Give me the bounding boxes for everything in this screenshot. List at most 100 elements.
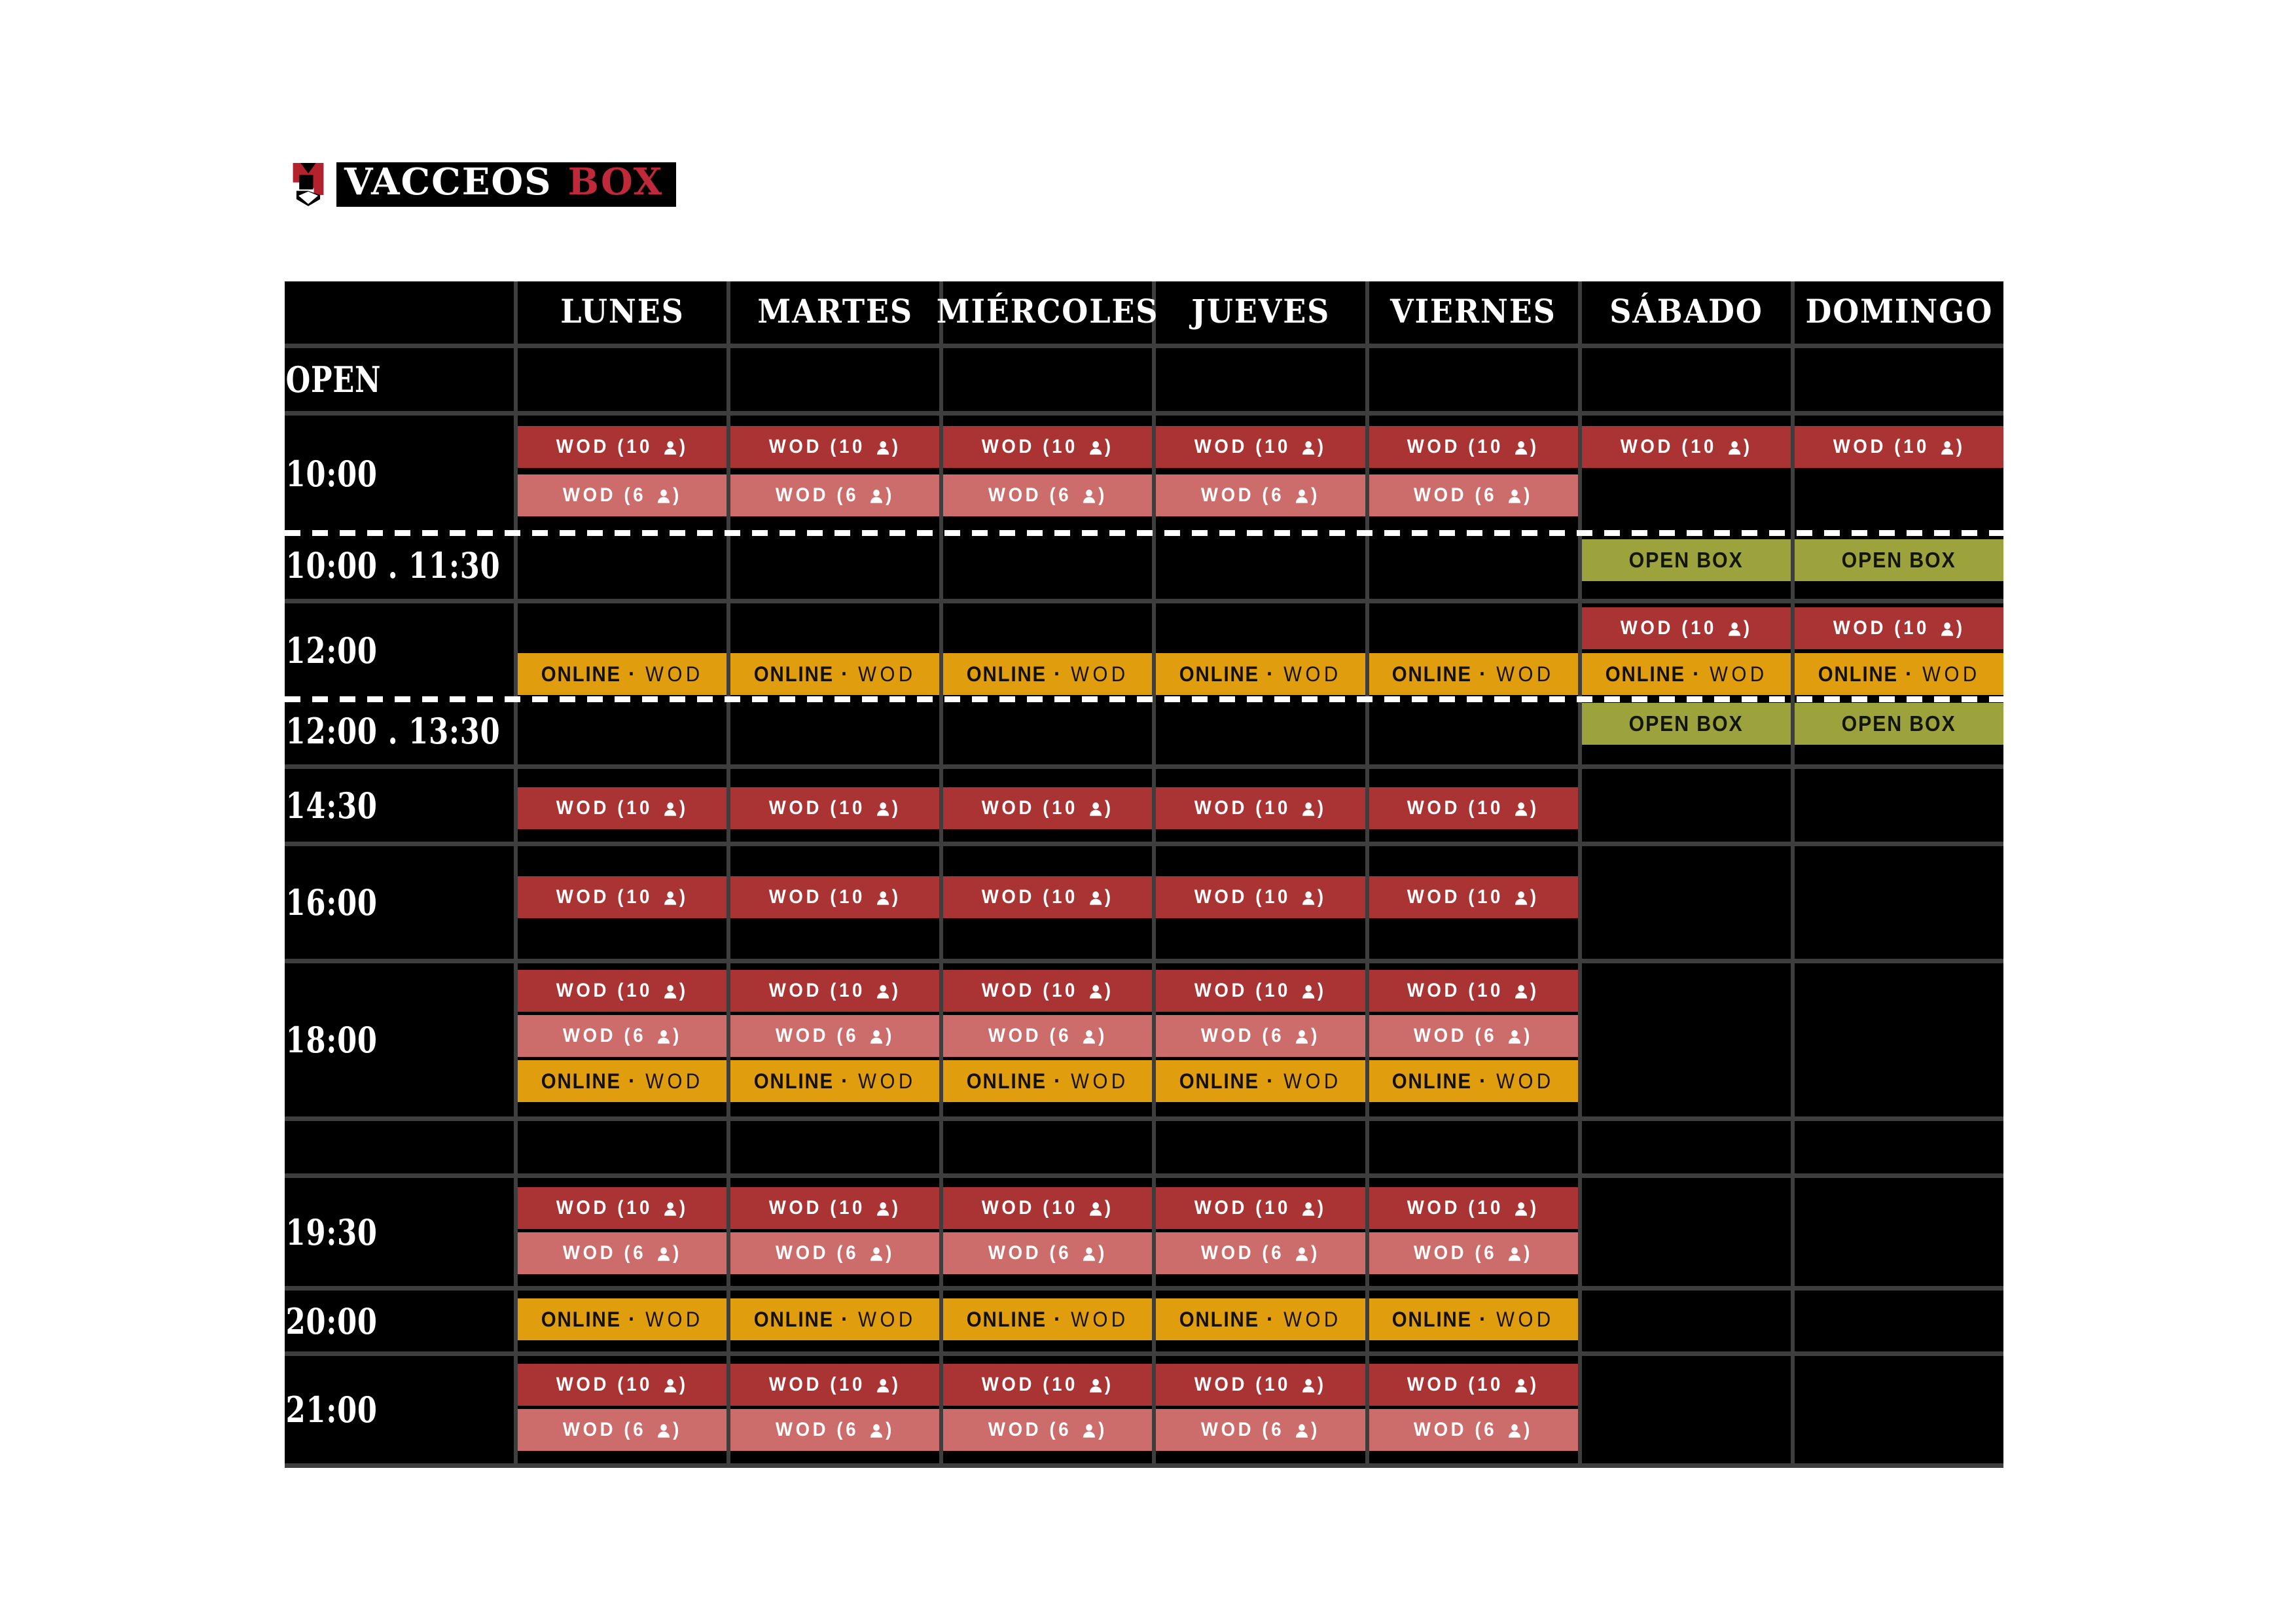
time-label: 16:00	[285, 882, 378, 923]
wod-capacity-label: WOD (10 )	[981, 1197, 1114, 1219]
wod-capacity-label: WOD (6 )	[1200, 1419, 1320, 1440]
schedule-cell: WOD (10 )	[726, 769, 940, 842]
dot-separator: ·	[841, 1306, 852, 1332]
schedule-cell	[1365, 1121, 1578, 1173]
person-icon	[1302, 802, 1315, 816]
schedule-cell: WOD (10 ) WOD (6 )	[726, 416, 940, 531]
person-icon	[1089, 440, 1102, 455]
empty-slot	[518, 703, 726, 745]
schedule-cell: WOD (10 )	[1790, 416, 2003, 531]
schedule-cell	[1790, 1178, 2003, 1286]
schedule-cell: WOD (10 ) WOD (6 )	[1365, 1356, 1578, 1463]
wod-capacity-label: WOD (10 )	[981, 886, 1114, 908]
empty-slot	[1795, 1060, 2003, 1102]
wod-capacity-label: WOD (10 )	[1194, 436, 1327, 457]
class-chip-online-wod: ONLINE · WOD	[1369, 653, 1578, 695]
person-icon	[876, 440, 889, 455]
dot-separator: ·	[1479, 1068, 1490, 1094]
class-chip-wod-10: WOD (10 )	[943, 1187, 1153, 1229]
class-chip-wod-10: WOD (10 )	[518, 970, 727, 1012]
class-chip-wod-10: WOD (10 )	[1156, 1364, 1365, 1406]
time-slot-cell: 18:00	[285, 963, 514, 1116]
schedule-cell: WOD (10 ) WOD (6 ) ONLINE · WOD	[1365, 963, 1578, 1116]
empty-slot	[1795, 1232, 2003, 1274]
class-chip-wod-6: WOD (6 )	[1369, 474, 1578, 516]
dot-separator: ·	[1054, 661, 1064, 687]
person-icon	[1302, 1378, 1315, 1393]
day-header: DOMINGO	[1805, 292, 1993, 330]
schedule-cell: ONLINE · WOD	[939, 603, 1153, 698]
empty-slot	[518, 539, 726, 581]
wod-capacity-label: WOD (10 )	[556, 797, 689, 819]
time-slot-cell: 12:00	[285, 603, 514, 698]
schedule-cell: ONLINE · WOD	[1152, 1291, 1365, 1351]
empty-slot	[1582, 1298, 1791, 1340]
wod-capacity-label: WOD (10 )	[981, 436, 1114, 457]
time-label: 18:00	[285, 1019, 378, 1061]
empty-slot	[1795, 474, 2003, 516]
wod-capacity-label: WOD (10 )	[1833, 436, 1965, 457]
wod-label: WOD	[1283, 662, 1342, 686]
day-header: JUEVES	[1191, 292, 1330, 330]
person-icon	[1083, 489, 1095, 503]
empty-slot	[1582, 1060, 1791, 1102]
class-chip-wod-10: WOD (10 )	[730, 787, 940, 829]
class-chip-wod-6: WOD (6 )	[943, 1232, 1153, 1274]
dot-separator: ·	[841, 1068, 852, 1094]
wod-capacity-label: WOD (10 )	[1194, 1197, 1327, 1219]
wod-capacity-label: WOD (10 )	[768, 436, 901, 457]
schedule-cell	[514, 1121, 726, 1173]
class-chip-wod-6: WOD (6 )	[1156, 1015, 1365, 1057]
class-chip-wod-10: WOD (10 )	[1794, 607, 2003, 649]
class-chip-wod-6: WOD (6 )	[518, 1232, 727, 1274]
schedule-cell: ONLINE · WOD	[726, 1291, 940, 1351]
wod-capacity-label: WOD (10 )	[1407, 886, 1540, 908]
wod-capacity-label: WOD (10 )	[1407, 1374, 1540, 1395]
person-icon	[1508, 1423, 1521, 1438]
empty-slot	[730, 703, 939, 745]
online-label: ONLINE	[1392, 662, 1473, 686]
schedule-cell: ONLINE · WOD	[726, 603, 940, 698]
day-header: VIERNES	[1390, 292, 1556, 330]
class-chip-wod-10: WOD (10 )	[943, 787, 1153, 829]
wod-capacity-label: WOD (10 )	[556, 436, 689, 457]
schedule-cell	[1577, 348, 1791, 411]
schedule-cell	[1365, 698, 1578, 764]
time-label: 12:00	[285, 630, 378, 671]
empty-slot	[943, 539, 1152, 581]
wod-label: WOD	[858, 1069, 916, 1093]
schedule-cell	[514, 348, 726, 411]
empty-slot	[518, 607, 726, 649]
schedule-cell: OPEN BOX	[1790, 698, 2003, 764]
schedule-row-20-00: 20:00 ONLINE · WOD ONLINE · WOD ONLINE · WOD ONLIN…	[285, 1286, 2003, 1351]
schedule-cell: WOD (10 )	[1152, 846, 1365, 959]
schedule-row-12-00-13-30: 12:00 . 13:30 OPEN BOX OPEN BOX	[285, 696, 2003, 764]
time-label: 10:00 . 11:30	[285, 544, 501, 586]
person-icon	[1515, 1202, 1528, 1216]
class-chip-wod-6: WOD (6 )	[730, 1232, 940, 1274]
online-label: ONLINE	[1179, 1307, 1260, 1331]
schedule-cell: WOD (10 )	[514, 769, 727, 842]
schedule-cell: WOD (10 ) WOD (6 )	[1152, 1356, 1365, 1463]
wod-capacity-label: WOD (6 )	[775, 1419, 895, 1440]
time-slot-cell: OPEN	[285, 348, 514, 411]
class-chip-wod-10: WOD (10 )	[1581, 426, 1791, 468]
online-label: ONLINE	[1179, 662, 1260, 686]
weekly-schedule-table: LUNES MARTES MIÉRCOLES JUEVES VIERNES SÁBADO D…	[285, 281, 2003, 1468]
schedule-cell: WOD (10 )	[514, 846, 727, 959]
day-header-cell: DOMINGO	[1790, 281, 2003, 344]
wod-capacity-label: WOD (6 )	[1414, 484, 1534, 506]
empty-slot	[1156, 703, 1365, 745]
wolf-head-logo-icon	[293, 163, 324, 206]
time-label: 10:00	[285, 452, 378, 495]
schedule-cell	[1577, 1356, 1791, 1463]
schedule-cell	[1577, 963, 1791, 1116]
class-chip-wod-10: WOD (10 )	[518, 787, 727, 829]
person-icon	[1083, 1423, 1095, 1438]
online-label: ONLINE	[966, 662, 1047, 686]
class-chip-wod-10: WOD (10 )	[1156, 970, 1365, 1012]
wod-capacity-label: WOD (10 )	[981, 1374, 1114, 1395]
empty-slot	[1582, 1409, 1791, 1451]
schedule-cell: OPEN BOX	[1790, 531, 2003, 599]
class-chip-wod-6: WOD (6 )	[1156, 1232, 1365, 1274]
